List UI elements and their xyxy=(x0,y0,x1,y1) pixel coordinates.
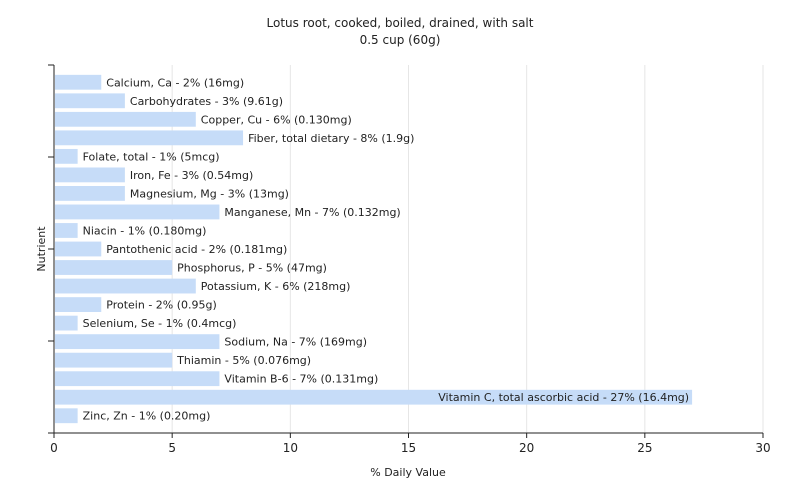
chart-subtitle: 0.5 cup (60g) xyxy=(360,33,441,47)
bar xyxy=(55,148,78,164)
x-tick-label: 0 xyxy=(50,441,58,455)
bar-label: Manganese, Mn - 7% (0.132mg) xyxy=(224,206,400,219)
y-axis-label: Nutrient xyxy=(35,226,48,272)
x-tick-label: 15 xyxy=(401,441,416,455)
bar-label: Potassium, K - 6% (218mg) xyxy=(201,280,351,293)
bar-label: Calcium, Ca - 2% (16mg) xyxy=(106,76,244,89)
bar xyxy=(55,352,173,368)
bar-label: Niacin - 1% (0.180mg) xyxy=(83,224,207,237)
bar-label: Iron, Fe - 3% (0.54mg) xyxy=(130,169,253,182)
bar xyxy=(55,186,125,201)
bar xyxy=(55,74,102,90)
bar-label: Carbohydrates - 3% (9.61g) xyxy=(130,95,283,108)
bar-label: Magnesium, Mg - 3% (13mg) xyxy=(130,187,289,200)
bar-label: Phosphorus, P - 5% (47mg) xyxy=(177,262,327,275)
bar xyxy=(55,278,196,294)
bar xyxy=(55,297,102,312)
x-tick-label: 5 xyxy=(168,441,176,455)
bars xyxy=(55,74,693,424)
bar-label: Protein - 2% (0.95g) xyxy=(106,299,217,312)
bar xyxy=(55,223,78,238)
bar-label: Folate, total - 1% (5mcg) xyxy=(83,150,220,163)
bar-label: Pantothenic acid - 2% (0.181mg) xyxy=(106,243,287,256)
x-tick-label: 10 xyxy=(283,441,298,455)
x-tick-label: 30 xyxy=(755,441,770,455)
bar xyxy=(55,241,102,257)
x-tick-labels: 0 5 10 15 20 25 30 xyxy=(50,441,770,455)
bar xyxy=(55,111,196,127)
bar xyxy=(55,315,78,331)
bar xyxy=(55,93,125,109)
bar-label: Selenium, Se - 1% (0.4mcg) xyxy=(83,317,237,330)
x-tick-label: 20 xyxy=(519,441,534,455)
bar-label: Thiamin - 5% (0.076mg) xyxy=(176,354,311,367)
x-tick-label: 25 xyxy=(637,441,652,455)
bar xyxy=(55,371,220,387)
axes xyxy=(48,64,764,438)
x-axis-label: % Daily Value xyxy=(370,466,446,479)
bar xyxy=(55,260,173,275)
bar xyxy=(55,334,220,350)
bar xyxy=(55,167,125,183)
bar-label: Sodium, Na - 7% (169mg) xyxy=(224,336,367,349)
chart-title: Lotus root, cooked, boiled, drained, wit… xyxy=(267,16,534,30)
bar-label: Vitamin C, total ascorbic acid - 27% (16… xyxy=(438,391,689,404)
bar-label: Vitamin B-6 - 7% (0.131mg) xyxy=(224,373,378,386)
bar xyxy=(55,389,693,405)
bar-label: Zinc, Zn - 1% (0.20mg) xyxy=(83,410,211,423)
bar-label: Copper, Cu - 6% (0.130mg) xyxy=(201,113,352,126)
bar-labels: Calcium, Ca - 2% (16mg) Carbohydrates - 3… xyxy=(83,76,689,422)
bar xyxy=(55,408,78,424)
bar xyxy=(55,130,244,146)
bar-label: Fiber, total dietary - 8% (1.9g) xyxy=(248,132,414,145)
bar xyxy=(55,204,220,220)
